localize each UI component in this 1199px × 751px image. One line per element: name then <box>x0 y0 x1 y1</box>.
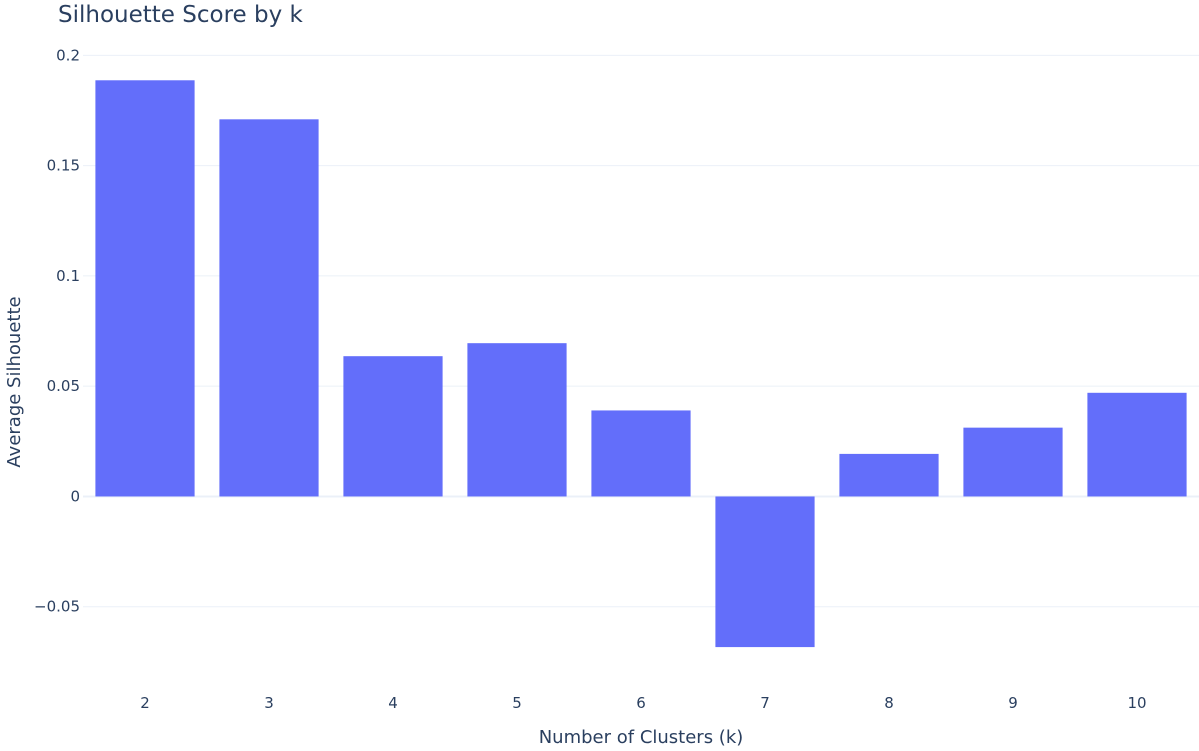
x-tick-label: 2 <box>140 694 150 712</box>
x-tick-label: 10 <box>1127 694 1146 712</box>
x-axis-title: Number of Clusters (k) <box>539 727 744 748</box>
bar-k-3[interactable] <box>219 119 319 497</box>
y-axis-title: Average Silhouette <box>4 296 25 467</box>
x-tick-label: 3 <box>264 694 274 712</box>
y-tick-label: 0.1 <box>56 267 80 285</box>
x-tick-labels: 2 3 4 5 6 7 8 9 10 <box>140 694 1146 712</box>
x-tick-label: 6 <box>636 694 646 712</box>
x-tick-label: 8 <box>884 694 894 712</box>
bar-k-2[interactable] <box>95 80 195 497</box>
x-tick-label: 5 <box>512 694 522 712</box>
y-tick-label: 0 <box>70 487 80 505</box>
y-tick-labels: −0.05 0 0.05 0.1 0.15 0.2 <box>34 46 80 615</box>
x-tick-label: 9 <box>1008 694 1018 712</box>
y-tick-label: 0.2 <box>56 46 80 64</box>
chart-title: Silhouette Score by k <box>58 2 303 28</box>
bar-k-4[interactable] <box>343 356 443 497</box>
y-tick-label: 0.15 <box>47 157 80 175</box>
bar-k-10[interactable] <box>1087 392 1187 497</box>
y-tick-label: 0.05 <box>47 377 80 395</box>
y-tick-label: −0.05 <box>34 598 80 616</box>
bar-layer <box>95 80 1187 648</box>
bar-k-8[interactable] <box>839 453 939 497</box>
x-tick-label: 4 <box>388 694 398 712</box>
x-tick-label: 7 <box>760 694 770 712</box>
bar-k-7[interactable] <box>715 496 815 648</box>
bar-k-9[interactable] <box>963 427 1063 497</box>
bar-k-6[interactable] <box>591 410 691 497</box>
bar-k-5[interactable] <box>467 343 567 497</box>
